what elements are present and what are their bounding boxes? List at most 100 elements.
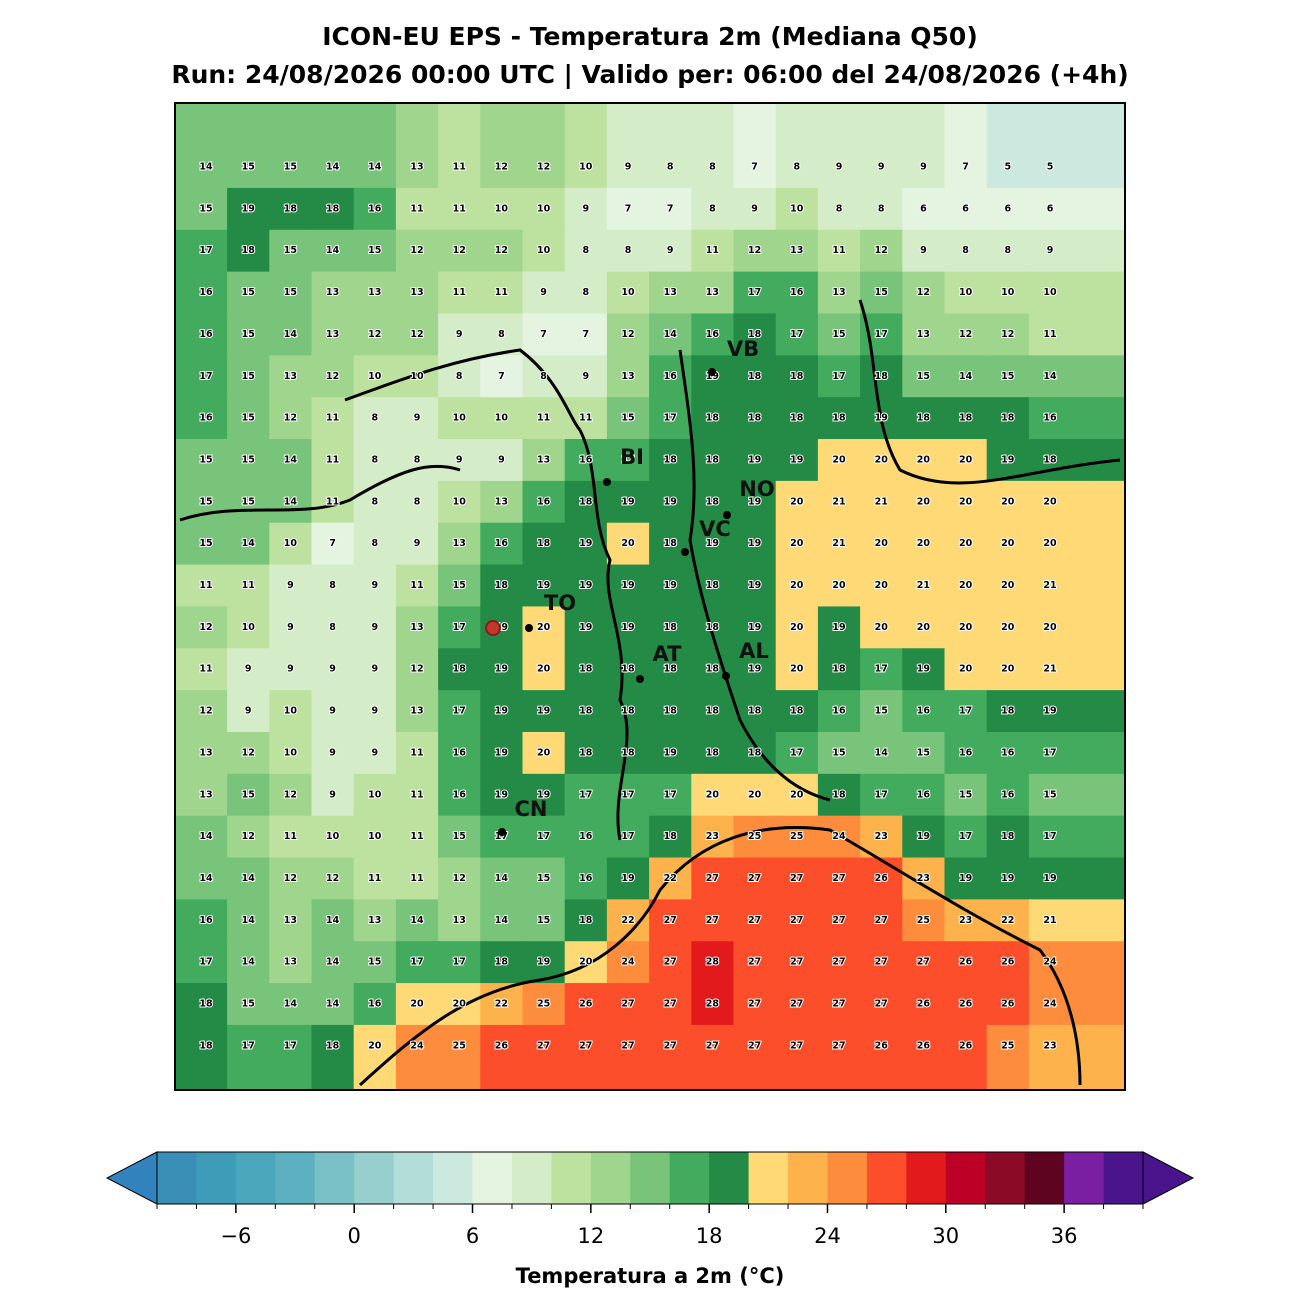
grid-value: 16 bbox=[917, 706, 931, 717]
grid-value: 8 bbox=[371, 496, 378, 507]
grid-value: 12 bbox=[748, 245, 761, 256]
temperature-cell bbox=[311, 899, 355, 942]
temperature-cell bbox=[311, 690, 355, 733]
grid-value: 27 bbox=[748, 915, 761, 926]
temperature-cell bbox=[353, 522, 397, 566]
grid-value: 23 bbox=[959, 915, 972, 926]
grid-value: 9 bbox=[540, 287, 547, 298]
temperature-cell bbox=[175, 480, 228, 524]
temperature-cell bbox=[1028, 899, 1126, 942]
grid-value: 9 bbox=[456, 454, 463, 465]
temperature-cell bbox=[480, 187, 524, 231]
grid-value: 17 bbox=[875, 789, 888, 800]
grid-value: 15 bbox=[917, 371, 930, 382]
temperature-cell bbox=[353, 271, 397, 315]
temperature-cell bbox=[438, 439, 481, 482]
grid-value: 27 bbox=[790, 1040, 803, 1051]
grid-value: 17 bbox=[790, 329, 803, 340]
temperature-cell bbox=[986, 103, 1030, 189]
temperature-cell bbox=[438, 983, 481, 1026]
temperature-cell bbox=[775, 941, 819, 984]
grid-value: 24 bbox=[410, 1040, 424, 1051]
temperature-cell bbox=[480, 522, 524, 566]
grid-value: 18 bbox=[706, 622, 720, 633]
temperature-cell bbox=[438, 606, 481, 649]
temperature-cell bbox=[606, 648, 650, 691]
grid-value: 12 bbox=[537, 162, 550, 173]
temperature-cell bbox=[775, 690, 819, 733]
grid-value: 8 bbox=[625, 245, 632, 256]
temperature-cell bbox=[986, 313, 1030, 356]
grid-value: 18 bbox=[748, 329, 762, 340]
temperature-cell bbox=[986, 355, 1030, 398]
title: ICON-EU EPS - Temperatura 2m (Mediana Q5… bbox=[322, 22, 978, 51]
temperature-cell bbox=[522, 103, 566, 189]
grid-value: 10 bbox=[1001, 287, 1015, 298]
city-label: VC bbox=[699, 517, 731, 541]
colorbar-tick-label: 18 bbox=[696, 1224, 723, 1248]
temperature-cell bbox=[175, 313, 228, 356]
grid-value: 15 bbox=[537, 915, 550, 926]
grid-value: 15 bbox=[1043, 789, 1056, 800]
grid-values: 14 15 15 14 14 13 11 12 12 10 9 8 8 7 8 9 9 9 7 5 5 15 19 18 18 1… bbox=[198, 161, 1058, 1053]
temperature-cell bbox=[438, 690, 481, 733]
grid-value: 15 bbox=[453, 831, 466, 842]
temperature-cell bbox=[775, 899, 819, 942]
temperature-cell bbox=[269, 899, 313, 942]
temperature-cell bbox=[817, 103, 861, 189]
grid-value: 19 bbox=[242, 203, 255, 214]
temperature-cell bbox=[438, 941, 481, 984]
temperature-cell bbox=[649, 480, 692, 524]
grid-value: 19 bbox=[748, 664, 761, 675]
grid-value: 20 bbox=[1001, 664, 1015, 675]
grid-value: 25 bbox=[748, 831, 761, 842]
grid-value: 19 bbox=[875, 413, 888, 424]
temperature-cell bbox=[733, 606, 777, 649]
temperature-cell bbox=[227, 397, 270, 440]
temperature-cell bbox=[860, 229, 903, 273]
grid-value: 16 bbox=[832, 706, 846, 717]
temperature-cell bbox=[395, 187, 439, 231]
colorbar-box bbox=[157, 1152, 197, 1204]
temperature-cell bbox=[902, 1024, 946, 1091]
grid-value: 25 bbox=[537, 999, 550, 1010]
grid-value: 12 bbox=[410, 329, 423, 340]
temperature-cell bbox=[438, 480, 481, 524]
grid-value: 17 bbox=[284, 1040, 297, 1051]
temperature-cell bbox=[817, 1024, 861, 1091]
grid-value: 18 bbox=[579, 664, 593, 675]
temperature-cell bbox=[564, 355, 608, 398]
temperature-cell bbox=[395, 731, 439, 775]
grid-value: 20 bbox=[832, 454, 846, 465]
temperature-cell bbox=[649, 313, 692, 356]
grid-value: 15 bbox=[453, 580, 466, 591]
temperature-cell bbox=[522, 397, 566, 440]
grid-value: 16 bbox=[1043, 413, 1057, 424]
grid-value: 27 bbox=[748, 1040, 761, 1051]
grid-value: 19 bbox=[748, 538, 761, 549]
grid-value: 7 bbox=[540, 329, 547, 340]
city-dot bbox=[723, 511, 731, 519]
temperature-cell bbox=[395, 271, 439, 315]
grid-value: 10 bbox=[959, 287, 973, 298]
grid-value: 17 bbox=[664, 789, 677, 800]
grid-value: 10 bbox=[368, 371, 382, 382]
grid-value: 10 bbox=[284, 538, 298, 549]
grid-value: 15 bbox=[537, 873, 550, 884]
temperature-cell bbox=[606, 313, 650, 356]
grid-value: 9 bbox=[287, 664, 294, 675]
temperature-cell bbox=[269, 313, 313, 356]
temperature-cell bbox=[395, 355, 439, 398]
temperature-cell bbox=[353, 648, 397, 691]
grid-value: 27 bbox=[917, 957, 930, 968]
colorbar-tick-label: 36 bbox=[1051, 1224, 1078, 1248]
grid-value: 18 bbox=[453, 664, 467, 675]
temperature-cell bbox=[691, 439, 735, 482]
city-dot bbox=[525, 624, 533, 632]
temperature-cell bbox=[438, 648, 481, 691]
temperature-cell bbox=[944, 815, 988, 859]
temperature-cell bbox=[227, 690, 270, 733]
grid-value: 12 bbox=[410, 245, 423, 256]
temperature-cell bbox=[1028, 564, 1126, 608]
grid-value: 11 bbox=[453, 162, 466, 173]
